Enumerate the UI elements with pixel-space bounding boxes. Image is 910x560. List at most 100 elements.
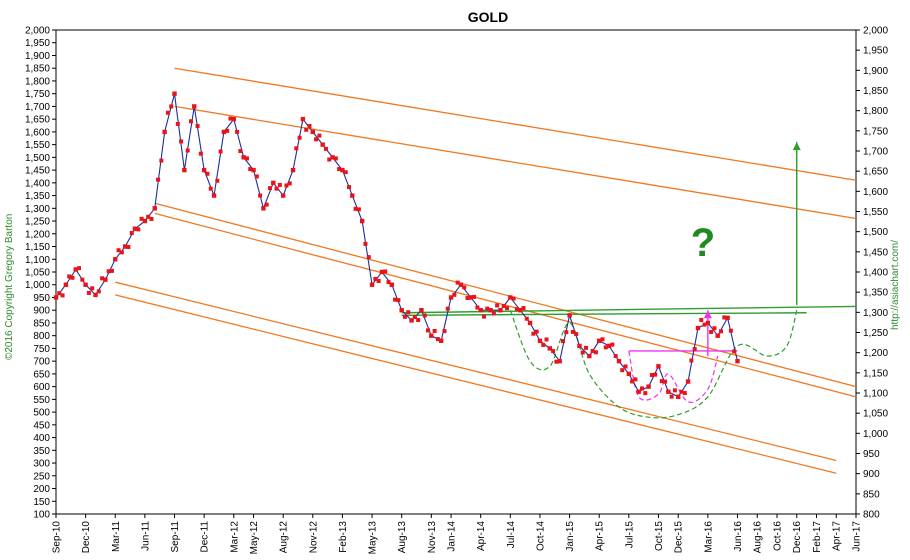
price-point xyxy=(442,329,447,334)
y-right-tick-label: 900 xyxy=(863,469,880,480)
price-point xyxy=(340,167,345,173)
price-point xyxy=(359,218,365,224)
price-point xyxy=(564,330,569,335)
y-left-tick-label: 800 xyxy=(33,331,50,342)
neckline xyxy=(401,312,807,317)
price-point xyxy=(685,379,691,384)
trend-channel-line xyxy=(115,281,837,462)
y-left-tick-label: 1,900 xyxy=(25,51,50,62)
price-point xyxy=(438,338,444,343)
price-point xyxy=(356,207,361,212)
price-point xyxy=(327,157,332,162)
price-point xyxy=(258,193,263,198)
x-tick-label: Feb-17 xyxy=(812,521,823,553)
price-point xyxy=(531,331,536,336)
price-point xyxy=(606,343,612,349)
trend-channel-line xyxy=(174,67,857,181)
price-point xyxy=(307,124,312,129)
price-point xyxy=(600,337,605,342)
price-point xyxy=(505,306,510,311)
price-point xyxy=(422,313,427,318)
price-point xyxy=(393,297,398,302)
x-tick-label: Jun-11 xyxy=(140,521,151,551)
price-point xyxy=(369,282,375,287)
y-left-tick-label: 1,700 xyxy=(25,102,50,113)
y-left-tick-label: 100 xyxy=(33,510,50,521)
x-tick-label: Sep-10 xyxy=(52,521,63,554)
x-tick-label: Jul-14 xyxy=(506,521,517,549)
price-point xyxy=(732,349,737,354)
price-point xyxy=(432,328,437,333)
x-tick-label: Aug-12 xyxy=(279,521,290,554)
y-left-tick-label: 550 xyxy=(33,395,50,406)
price-point xyxy=(659,379,664,384)
price-point xyxy=(537,338,543,343)
price-point xyxy=(429,333,434,338)
y-left-tick-label: 1,800 xyxy=(25,76,50,87)
price-point xyxy=(524,316,529,321)
y-right-tick-label: 1,650 xyxy=(863,167,888,178)
price-point xyxy=(165,110,170,115)
price-point xyxy=(574,332,579,337)
price-point xyxy=(567,313,572,318)
price-point xyxy=(297,135,302,140)
target-arrow-head xyxy=(792,142,801,151)
y-left-tick-label: 900 xyxy=(33,306,50,317)
price-point xyxy=(570,329,575,334)
price-point xyxy=(235,129,240,134)
price-point xyxy=(689,358,694,363)
price-point xyxy=(419,308,424,313)
price-point xyxy=(623,364,628,369)
x-tick-label: Oct-15 xyxy=(654,521,665,551)
price-point xyxy=(132,226,138,231)
price-point xyxy=(402,314,407,319)
price-point xyxy=(90,286,95,291)
price-point xyxy=(215,178,220,183)
price-point xyxy=(211,193,217,198)
price-point xyxy=(60,293,65,298)
price-point xyxy=(488,308,493,313)
price-point xyxy=(192,104,197,109)
price-point xyxy=(709,329,714,334)
price-point xyxy=(264,202,269,207)
price-point xyxy=(636,389,641,394)
price-point xyxy=(577,343,582,349)
plot-area xyxy=(55,29,857,515)
price-point xyxy=(640,386,645,391)
price-point xyxy=(304,127,309,132)
y-left-tick-label: 1,750 xyxy=(25,89,50,100)
price-point xyxy=(481,314,486,319)
price-point xyxy=(416,318,421,323)
price-point xyxy=(725,315,730,321)
price-point xyxy=(672,388,677,393)
price-point xyxy=(77,266,82,271)
price-point xyxy=(478,308,483,313)
y-left-tick-label: 1,500 xyxy=(25,153,50,164)
price-point xyxy=(514,307,519,312)
y-right-tick-label: 1,000 xyxy=(863,429,888,440)
price-point xyxy=(320,142,325,147)
question-mark-annotation: ? xyxy=(691,221,715,265)
price-point xyxy=(406,310,411,315)
price-point xyxy=(330,155,335,160)
price-point xyxy=(616,358,622,364)
price-point xyxy=(294,146,299,151)
price-point xyxy=(343,170,348,175)
price-point xyxy=(353,206,358,211)
price-point xyxy=(310,129,315,135)
x-tick-label: Apr-17 xyxy=(832,521,843,551)
x-tick-label: Mar-11 xyxy=(111,521,122,552)
price-point xyxy=(643,391,648,396)
price-point xyxy=(93,292,98,298)
price-point xyxy=(649,373,654,378)
y-right-tick-label: 1,500 xyxy=(863,227,888,238)
price-point xyxy=(630,379,635,384)
price-point xyxy=(491,311,496,316)
y-left-tick-label: 1,550 xyxy=(25,140,50,151)
x-tick-label: Aug-16 xyxy=(753,521,764,554)
price-point xyxy=(277,182,282,187)
price-point xyxy=(363,241,368,246)
price-point xyxy=(495,303,500,308)
price-point xyxy=(409,318,414,323)
